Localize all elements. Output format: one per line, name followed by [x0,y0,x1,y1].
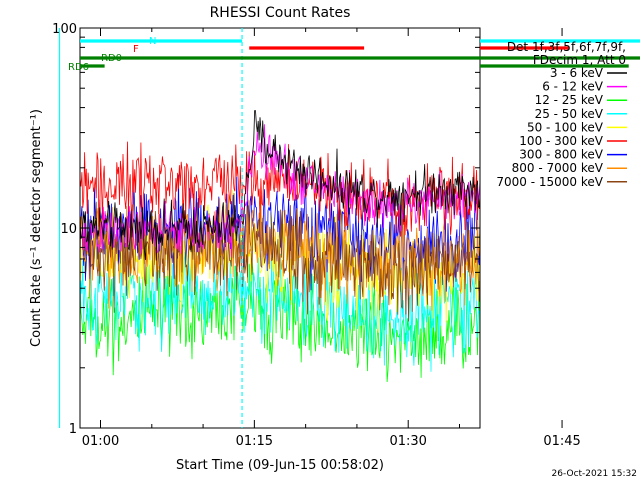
legend: Det 1f,3f,5f,6f,7f,9f,FDecim 1, Att 03 -… [496,40,627,189]
flag-label-n: N [149,36,156,47]
flag-label-f: F [133,44,139,55]
y-axis-label: Count Rate (s⁻¹ detector segment⁻¹) [29,109,44,347]
x-axis-label: Start Time (09-Jun-15 00:58:02) [176,458,384,473]
axes-layer: 01:0001:1501:3001:4502:0002:1502:3011010… [52,22,581,449]
legend-label: 12 - 25 keV [535,93,604,107]
legend-label: 25 - 50 keV [535,107,604,121]
timestamp: 26-Oct-2021 15:32 [552,469,637,479]
y-tick-label: 100 [52,22,77,37]
x-tick-label: 01:30 [389,434,426,449]
flag-label-rd6: RD6 [68,62,89,73]
flags-layer: NF RD0 RD6 [58,28,640,428]
legend-label: 6 - 12 keV [542,80,604,94]
legend-header-line: FDecim 1, Att 0 [533,53,626,67]
x-tick-label: 01:15 [236,434,273,449]
legend-label: 100 - 300 keV [519,134,603,148]
chart-title: RHESSI Count Rates [210,5,351,21]
y-tick-label: 1 [69,422,77,437]
flag-label-rd0: RD0 [101,53,122,64]
legend-header-line: Det 1f,3f,5f,6f,7f,9f, [507,40,626,54]
data-layer [79,94,481,383]
legend-label: 800 - 7000 keV [512,161,604,175]
legend-label: 3 - 6 keV [550,66,604,80]
legend-label: 50 - 100 keV [527,120,604,134]
y-tick-label: 10 [60,222,77,237]
legend-label: 7000 - 15000 keV [496,175,603,189]
x-tick-label: 01:00 [82,434,119,449]
x-tick-label: 01:45 [543,434,580,449]
legend-label: 300 - 800 keV [519,148,603,162]
